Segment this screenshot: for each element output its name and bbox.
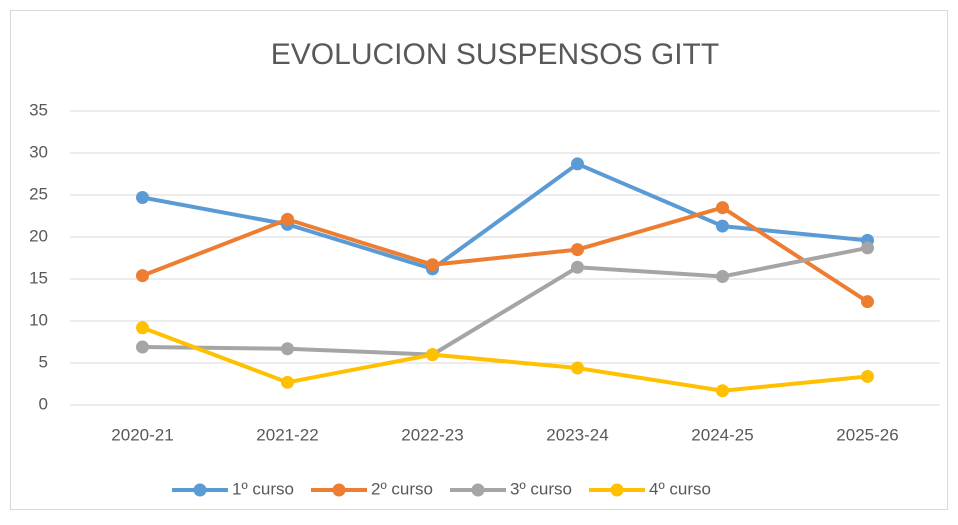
legend-marker — [610, 483, 624, 497]
series-line — [140, 161, 870, 271]
point — [571, 260, 584, 274]
point — [426, 348, 439, 362]
legend-label: 3º curso — [510, 479, 572, 498]
point — [136, 191, 149, 205]
point — [861, 369, 874, 383]
series-line — [140, 245, 870, 357]
point — [426, 258, 439, 272]
point — [571, 243, 584, 257]
point — [716, 384, 729, 398]
point — [861, 241, 874, 255]
point — [716, 269, 729, 283]
y-tick-label: 20 — [29, 226, 48, 245]
x-tick-label: 2021-22 — [256, 425, 318, 444]
y-tick-label: 15 — [29, 268, 48, 287]
point — [136, 269, 149, 283]
x-tick-label: 2020-21 — [111, 425, 173, 444]
y-tick-label: 5 — [39, 352, 48, 371]
legend-label: 2º curso — [371, 479, 433, 498]
y-tick-label: 35 — [29, 100, 48, 119]
point — [281, 342, 294, 356]
x-tick-label: 2024-25 — [691, 425, 753, 444]
point — [861, 295, 874, 309]
y-tick-label: 25 — [29, 184, 48, 203]
legend-label: 1º curso — [232, 479, 294, 498]
x-tick-label: 2025-26 — [836, 425, 898, 444]
y-tick-label: 30 — [29, 142, 48, 161]
legend-marker — [332, 483, 346, 497]
point — [136, 321, 149, 335]
chart-title: EVOLUCION SUSPENSOS GITT — [271, 38, 719, 71]
point — [571, 157, 584, 171]
point — [571, 361, 584, 375]
y-tick-label: 0 — [39, 394, 48, 413]
series-line — [140, 325, 870, 393]
x-tick-label: 2022-23 — [401, 425, 463, 444]
point — [136, 340, 149, 354]
x-tick-label: 2023-24 — [546, 425, 608, 444]
point — [716, 201, 729, 215]
legend-label: 4º curso — [649, 479, 711, 498]
point — [281, 375, 294, 389]
point — [716, 219, 729, 233]
point — [281, 212, 294, 226]
legend-marker — [193, 483, 207, 497]
series-line — [140, 205, 870, 304]
y-tick-label: 10 — [29, 310, 48, 329]
legend-marker — [471, 483, 485, 497]
